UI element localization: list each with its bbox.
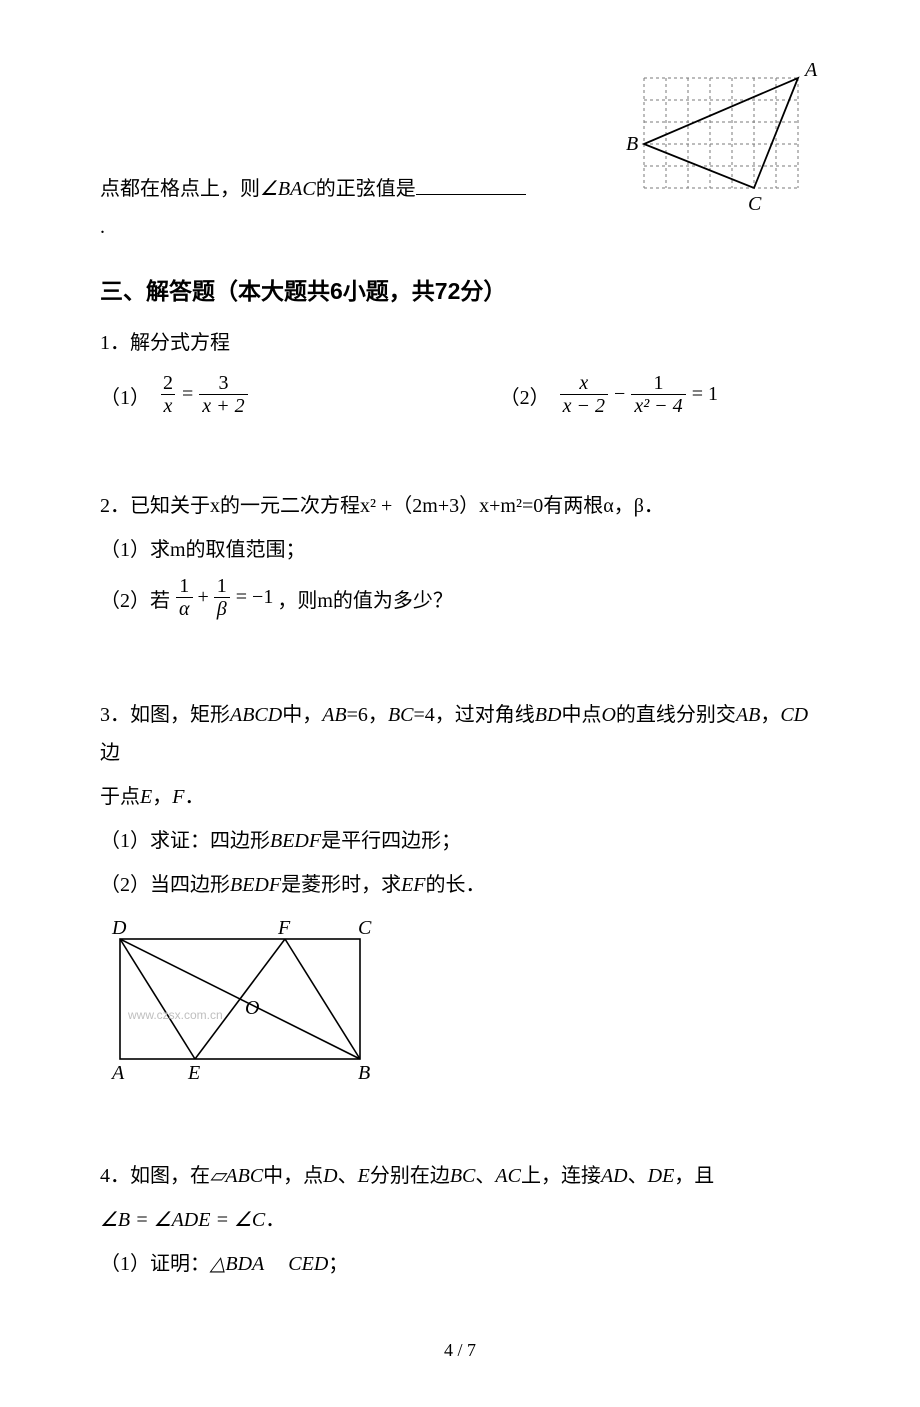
svg-text:A: A	[110, 1062, 125, 1084]
q4-line1: 4．如图，在▱ABC中，点D、E分别在边BC、AC上，连接AD、DE，且	[100, 1157, 820, 1195]
svg-text:B: B	[358, 1062, 370, 1084]
q1-part1: （1） 2x = 3x + 2	[100, 372, 250, 417]
angle-bac: ∠BAC	[260, 178, 316, 200]
top-row: 点都在格点上，则∠BAC的正弦值是.	[100, 60, 820, 252]
q1-equations: （1） 2x = 3x + 2 （2） xx − 2 − 1x² − 4 = 1	[100, 372, 820, 417]
svg-text:E: E	[187, 1062, 200, 1084]
svg-text:C: C	[358, 917, 372, 939]
q3-line2: 于点E，F．	[100, 778, 820, 816]
label-B: B	[626, 133, 638, 155]
q3-svg: www.czsx.com.cn D C A B F E O	[100, 914, 390, 1089]
prev-end: .	[100, 216, 105, 238]
label-C: C	[748, 193, 762, 215]
q2-p1: （1）求m的取值范围；	[100, 531, 820, 569]
prev-prefix: 点都在格点上，则	[100, 178, 260, 200]
q1-stem: 1．解分式方程	[100, 324, 820, 362]
q1-eq2: xx − 2 − 1x² − 4 = 1	[558, 372, 718, 417]
svg-text:D: D	[111, 917, 127, 939]
q1-eq1: 2x = 3x + 2	[158, 372, 250, 417]
q4-p1: （1）证明：△BDACED；	[100, 1245, 820, 1283]
section-3-title: 三、解答题（本大题共6小题，共72分）	[100, 270, 820, 314]
q1-part2-label: （2）	[500, 379, 550, 417]
q4-line2: ∠B = ∠ADE = ∠C．	[100, 1201, 820, 1239]
page-number: 4 / 7	[100, 1333, 820, 1367]
grid-triangle-figure: A B C	[600, 60, 820, 215]
q1-part2: （2） xx − 2 − 1x² − 4 = 1	[500, 372, 718, 417]
q1-part1-label: （1）	[100, 379, 150, 417]
q3-watermark: www.czsx.com.cn	[127, 1008, 223, 1022]
q2-p2: （2）若 1α + 1β = −1 ，则m的值为多少？	[100, 575, 820, 620]
q3-p1: （1）求证：四边形BEDF是平行四边形；	[100, 822, 820, 860]
grid-svg: A B C	[600, 60, 820, 215]
q2-p2-eq: 1α + 1β = −1	[174, 575, 273, 620]
answer-blank	[416, 172, 526, 195]
q2-equation: x² +（2m+3）x+m²=0	[360, 495, 543, 517]
svg-text:O: O	[245, 997, 259, 1019]
q3-line1: 3．如图，矩形ABCD中，AB=6，BC=4，过对角线BD中点O的直线分别交AB…	[100, 696, 820, 772]
svg-text:F: F	[277, 917, 291, 939]
q3-p2: （2）当四边形BEDF是菱形时，求EF的长．	[100, 866, 820, 904]
label-A: A	[803, 60, 818, 81]
prev-question-tail: 点都在格点上，则∠BAC的正弦值是.	[100, 170, 530, 246]
prev-suffix: 的正弦值是	[316, 178, 416, 200]
q3-figure: www.czsx.com.cn D C A B F E O	[100, 914, 820, 1102]
q2-stem: 2．已知关于x的一元二次方程x² +（2m+3）x+m²=0有两根α，β．	[100, 487, 820, 525]
